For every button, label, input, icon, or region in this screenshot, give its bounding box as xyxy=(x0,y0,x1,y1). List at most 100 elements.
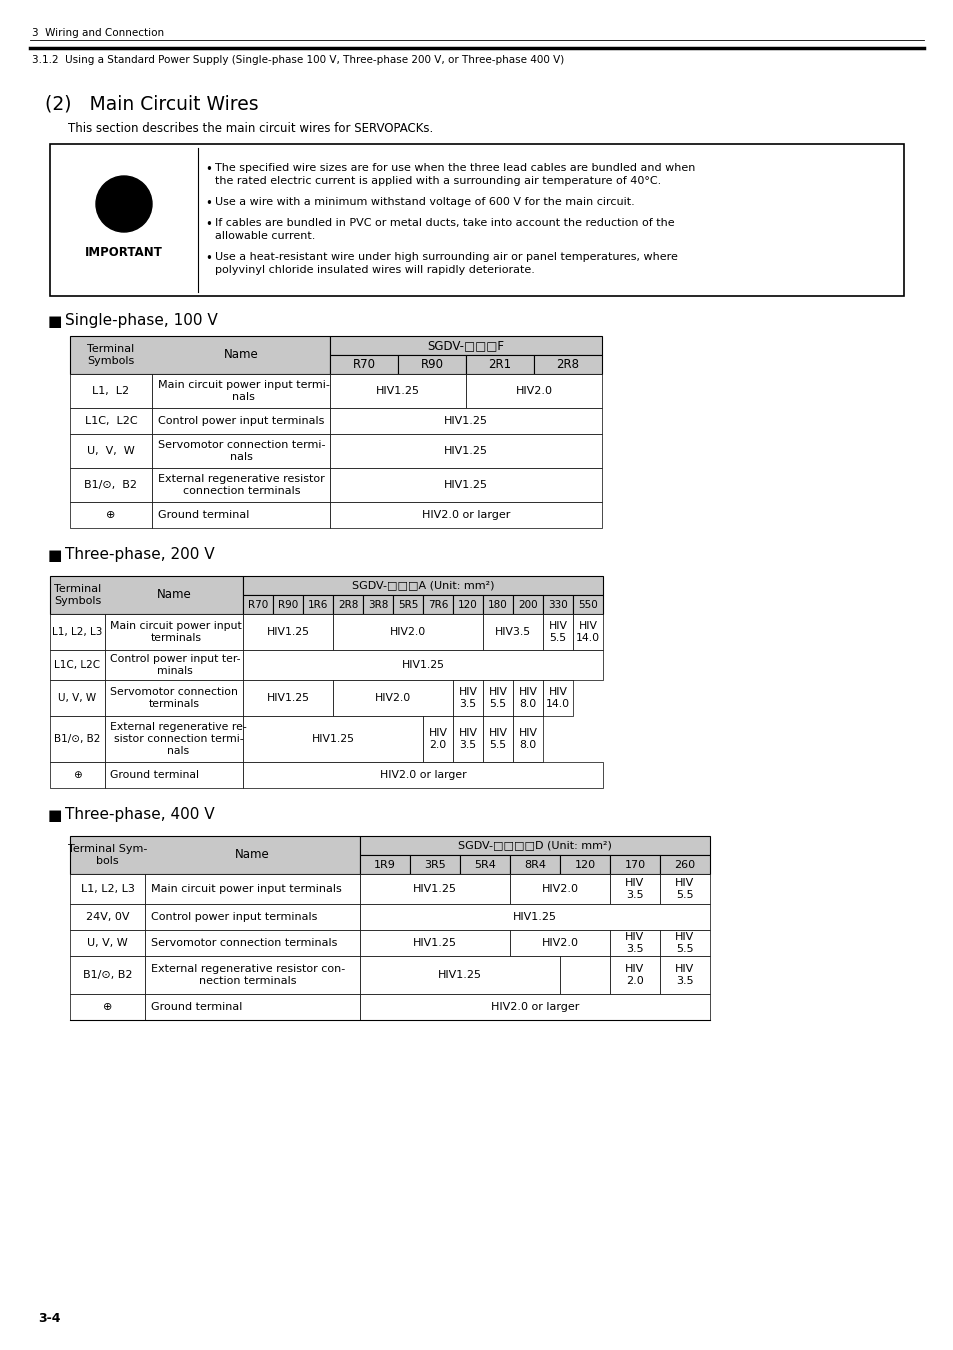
Bar xyxy=(422,595,453,614)
Bar xyxy=(573,614,602,649)
Bar xyxy=(482,680,513,716)
Text: HIV1.25: HIV1.25 xyxy=(443,446,488,456)
Text: Main circuit power input terminals: Main circuit power input terminals xyxy=(151,884,341,894)
Text: L1,  L2: L1, L2 xyxy=(92,386,130,396)
Bar xyxy=(70,336,330,374)
Bar xyxy=(393,595,422,614)
Bar xyxy=(50,614,105,649)
Bar xyxy=(145,904,359,930)
Text: HIV2.0: HIV2.0 xyxy=(375,693,411,703)
Bar xyxy=(465,374,601,408)
Bar xyxy=(152,374,330,408)
Bar xyxy=(152,433,330,468)
Bar xyxy=(510,873,609,905)
Text: HIV1.25: HIV1.25 xyxy=(513,913,557,922)
Text: Servomotor connection
terminals: Servomotor connection terminals xyxy=(110,687,237,709)
Text: HIV
3.5: HIV 3.5 xyxy=(458,728,477,749)
Text: IMPORTANT: IMPORTANT xyxy=(85,246,163,258)
Text: HIV
5.5: HIV 5.5 xyxy=(675,933,694,954)
Bar xyxy=(105,716,243,761)
Text: HIV
3.5: HIV 3.5 xyxy=(675,964,694,986)
Text: 200: 200 xyxy=(517,599,537,609)
Text: Control power input terminals: Control power input terminals xyxy=(158,416,324,427)
Text: 3R8: 3R8 xyxy=(368,599,388,609)
Bar xyxy=(145,956,359,994)
Text: HIV2.0: HIV2.0 xyxy=(515,386,552,396)
Bar xyxy=(465,355,534,374)
Bar xyxy=(513,680,542,716)
Bar xyxy=(303,595,333,614)
Bar xyxy=(609,956,659,994)
Text: HIV2.0 or larger: HIV2.0 or larger xyxy=(379,769,466,780)
Bar xyxy=(542,614,573,649)
Text: HIV
5.5: HIV 5.5 xyxy=(675,879,694,900)
Bar xyxy=(145,930,359,956)
Bar xyxy=(333,680,453,716)
Text: HIV2.0 or larger: HIV2.0 or larger xyxy=(421,510,510,520)
Text: Terminal
Symbols: Terminal Symbols xyxy=(53,585,101,606)
Text: HIV1.25: HIV1.25 xyxy=(413,938,456,948)
Text: HIV3.5: HIV3.5 xyxy=(495,626,531,637)
Text: If cables are bundled in PVC or metal ducts, take into account the reduction of : If cables are bundled in PVC or metal du… xyxy=(214,217,674,228)
Bar xyxy=(50,680,105,716)
Text: Name: Name xyxy=(223,348,258,362)
Bar xyxy=(510,930,609,956)
Bar xyxy=(105,680,243,716)
Text: HIV
2.0: HIV 2.0 xyxy=(625,964,644,986)
Text: R90: R90 xyxy=(420,358,443,371)
Bar xyxy=(542,680,573,716)
Text: HIV
8.0: HIV 8.0 xyxy=(518,728,537,749)
Bar xyxy=(50,716,105,761)
Bar xyxy=(359,904,709,930)
Text: Three-phase, 400 V: Three-phase, 400 V xyxy=(65,807,214,822)
Bar xyxy=(359,836,709,855)
Text: •: • xyxy=(205,217,212,231)
Bar xyxy=(70,836,359,873)
Text: HIV
5.5: HIV 5.5 xyxy=(548,621,567,643)
Text: HIV
8.0: HIV 8.0 xyxy=(518,687,537,709)
Bar xyxy=(559,855,609,873)
Bar xyxy=(482,716,513,761)
Bar xyxy=(330,408,601,433)
Text: U, V, W: U, V, W xyxy=(58,693,96,703)
Text: Single-phase, 100 V: Single-phase, 100 V xyxy=(65,313,217,328)
Text: polyvinyl chloride insulated wires will rapidly deteriorate.: polyvinyl chloride insulated wires will … xyxy=(214,265,535,275)
Bar xyxy=(70,904,145,930)
Bar xyxy=(559,956,609,994)
Text: External regenerative resistor con-
nection terminals: External regenerative resistor con- nect… xyxy=(151,964,345,986)
Text: U, V, W: U, V, W xyxy=(87,938,128,948)
Bar xyxy=(453,595,482,614)
Text: allowable current.: allowable current. xyxy=(214,231,315,242)
Bar xyxy=(330,374,465,408)
Text: HIV2.0: HIV2.0 xyxy=(541,938,578,948)
Text: 7R6: 7R6 xyxy=(427,599,448,609)
Text: This section describes the main circuit wires for SERVOPACKs.: This section describes the main circuit … xyxy=(68,122,433,135)
Text: R90: R90 xyxy=(277,599,297,609)
Bar xyxy=(359,873,510,905)
Text: Control power input ter-
minals: Control power input ter- minals xyxy=(110,655,240,676)
Text: HIV2.0: HIV2.0 xyxy=(390,626,426,637)
Bar xyxy=(50,144,903,296)
Bar xyxy=(659,873,709,905)
Text: 3.1.2  Using a Standard Power Supply (Single-phase 100 V, Three-phase 200 V, or : 3.1.2 Using a Standard Power Supply (Sin… xyxy=(32,55,563,65)
Bar xyxy=(330,336,601,355)
Text: HIV1.25: HIV1.25 xyxy=(312,734,355,744)
Bar xyxy=(359,956,559,994)
Bar xyxy=(50,761,105,788)
Bar xyxy=(609,855,659,873)
Bar xyxy=(152,408,330,433)
Text: Name: Name xyxy=(156,589,192,602)
Text: •: • xyxy=(205,163,212,176)
Text: !: ! xyxy=(117,189,131,219)
Text: HIV
3.5: HIV 3.5 xyxy=(458,687,477,709)
Bar xyxy=(243,576,602,595)
Text: Name: Name xyxy=(234,849,270,861)
Text: Use a wire with a minimum withstand voltage of 600 V for the main circuit.: Use a wire with a minimum withstand volt… xyxy=(214,197,634,207)
Text: B1/⊙,  B2: B1/⊙, B2 xyxy=(85,481,137,490)
Text: 180: 180 xyxy=(488,599,507,609)
Bar xyxy=(333,595,363,614)
Text: ■: ■ xyxy=(48,313,62,328)
Bar xyxy=(482,614,542,649)
Text: 1R9: 1R9 xyxy=(374,860,395,869)
Text: HIV1.25: HIV1.25 xyxy=(266,693,309,703)
